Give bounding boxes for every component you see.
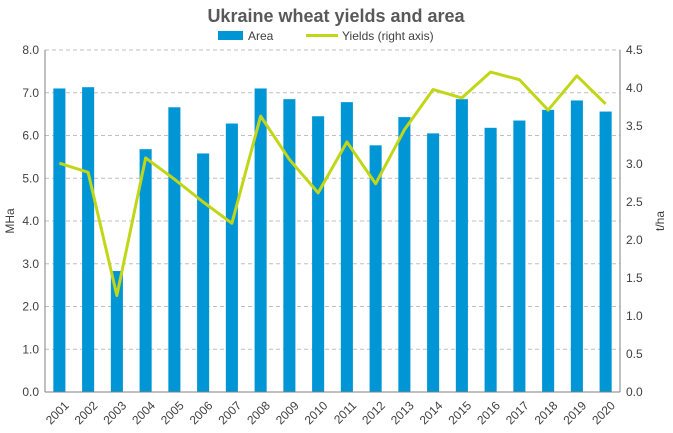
legend-label-area: Area [248, 29, 274, 43]
left-tick-label: 3.0 [22, 257, 39, 271]
x-tick-label: 2019 [560, 398, 589, 427]
area-bar [110, 271, 123, 392]
chart-title: Ukraine wheat yields and area [207, 6, 465, 26]
area-bar [542, 109, 555, 392]
right-tick-label: 2.5 [626, 195, 643, 209]
area-bar [283, 99, 296, 392]
left-tick-label: 8.0 [22, 43, 39, 57]
right-axis-ticks: 0.0 0.5 1.0 1.5 2.0 2.5 3.0 3.5 4.0 4.5 [626, 43, 643, 399]
x-tick-label: 2001 [43, 398, 72, 427]
left-tick-label: 4.0 [22, 214, 39, 228]
area-bar [82, 87, 95, 392]
area-bar [197, 153, 210, 392]
x-tick-label: 2009 [273, 398, 302, 427]
x-tick-label: 2017 [503, 398, 532, 427]
x-tick-label: 2010 [302, 398, 331, 427]
area-bar [254, 88, 267, 392]
legend-label-yields: Yields (right axis) [342, 29, 434, 43]
left-tick-label: 2.0 [22, 300, 39, 314]
left-axis-title: MHa [3, 208, 17, 234]
right-tick-label: 2.0 [626, 233, 643, 247]
right-tick-label: 1.5 [626, 271, 643, 285]
axes [44, 50, 621, 393]
area-bar [570, 100, 583, 392]
area-bar [53, 88, 66, 392]
x-tick-label: 2008 [244, 398, 273, 427]
area-bar [225, 123, 238, 392]
area-bar [340, 102, 353, 392]
x-tick-label: 2014 [417, 398, 446, 427]
x-tick-label: 2020 [589, 398, 618, 427]
area-bar [369, 145, 382, 392]
right-tick-label: 1.0 [626, 309, 643, 323]
x-tick-label: 2011 [331, 398, 359, 426]
right-axis-title: t/ha [653, 211, 667, 231]
left-tick-label: 6.0 [22, 129, 39, 143]
x-tick-label: 2016 [474, 398, 503, 427]
x-tick-label: 2002 [72, 398, 101, 427]
area-bar [599, 111, 612, 392]
x-tick-label: 2006 [187, 398, 216, 427]
x-tick-label: 2012 [359, 398, 388, 427]
right-tick-label: 0.0 [626, 385, 643, 399]
left-tick-label: 7.0 [22, 86, 39, 100]
x-tick-label: 2015 [445, 398, 474, 427]
area-bar [168, 107, 181, 392]
left-tick-label: 1.0 [22, 342, 39, 356]
x-axis-ticks: 2001 2002 2003 2004 2005 2006 2007 2008 2009 2010… [43, 398, 618, 427]
left-tick-label: 0.0 [22, 385, 39, 399]
area-bar [139, 149, 152, 392]
area-bars [53, 87, 612, 393]
right-tick-label: 3.0 [626, 157, 643, 171]
area-bar [312, 116, 325, 392]
x-tick-label: 2005 [158, 398, 187, 427]
right-tick-label: 3.5 [626, 119, 643, 133]
right-tick-label: 4.5 [626, 43, 643, 57]
yields-line [58, 70, 607, 297]
left-axis-ticks: 0.0 1.0 2.0 3.0 4.0 5.0 6.0 7.0 8.0 [22, 43, 39, 399]
area-bar [427, 133, 440, 393]
legend-swatch-area [218, 31, 243, 40]
x-tick-label: 2018 [532, 398, 561, 427]
area-bar [398, 117, 411, 393]
right-tick-label: 0.5 [626, 347, 643, 361]
yields-line-layer [58, 70, 607, 297]
legend: Area Yields (right axis) [218, 29, 434, 43]
x-tick-label: 2004 [129, 398, 158, 427]
area-bar [455, 99, 468, 392]
x-tick-label: 2007 [215, 398, 244, 427]
area-bar [513, 120, 526, 392]
area-bar [484, 127, 497, 393]
right-tick-label: 4.0 [626, 81, 643, 95]
left-tick-label: 5.0 [22, 171, 39, 185]
x-tick-label: 2003 [100, 398, 129, 427]
x-tick-label: 2013 [388, 398, 417, 427]
